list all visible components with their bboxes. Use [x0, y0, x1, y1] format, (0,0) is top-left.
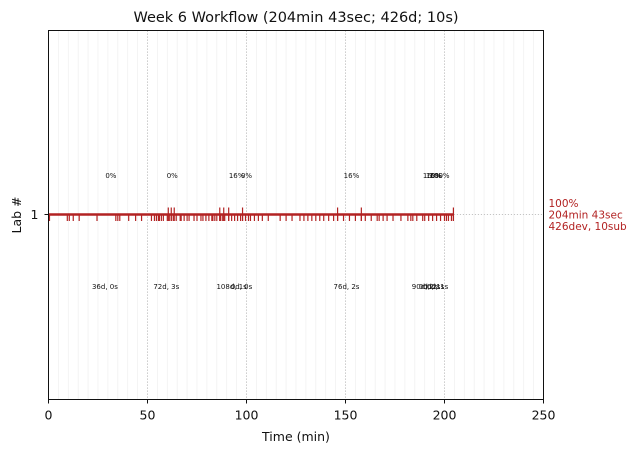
chart-title: Week 6 Workflow (204min 43sec; 426d; 10s…	[133, 10, 458, 26]
progress-label: 16%	[426, 172, 442, 180]
progress-label: 0%	[105, 172, 116, 180]
axis-layer: 0 50 100 150 200 250 1	[31, 207, 556, 423]
x-tick-label: 0	[45, 408, 53, 423]
count-label: 0d, 1s	[427, 283, 449, 291]
count-label: 72d, 3s	[153, 283, 179, 291]
progress-label: 0%	[241, 172, 252, 180]
progress-label: 100%	[430, 172, 450, 180]
count-label: 108d, 1s	[216, 283, 247, 291]
count-label: 0d, 0s	[231, 283, 253, 291]
progress-label: 0%	[167, 172, 178, 180]
x-tick-label: 200	[433, 408, 457, 423]
progress-label: 16%	[344, 172, 360, 180]
progress-label: 16%	[423, 172, 439, 180]
x-axis-label: Time (min)	[261, 429, 330, 444]
y-axis-label: Lab #	[9, 196, 24, 233]
lane-summary-label: 100%	[549, 198, 579, 210]
x-tick-label: 150	[334, 408, 358, 423]
progress-label: 16%	[229, 172, 245, 180]
progress-label: 0%	[431, 172, 442, 180]
x-tick-label: 100	[235, 408, 259, 423]
count-label: 0d, 1s	[423, 283, 445, 291]
x-tick-label: 50	[140, 408, 156, 423]
count-label: 90d, 2s	[412, 283, 438, 291]
lane-summary-label: 204min 43sec	[549, 210, 623, 222]
count-label: 36d, 0s	[92, 283, 118, 291]
count-label: 76d, 2s	[334, 283, 360, 291]
y-tick-label: 1	[31, 207, 39, 222]
count-label: 0d, 2s	[419, 283, 441, 291]
lane-summary-label: 426dev, 10sub	[549, 221, 628, 233]
annotation-layer: 0% 0% 16%0% 16% 16%16%0%100%36d, 0s 72d, 3s 10…	[92, 172, 450, 291]
x-tick-label: 250	[532, 408, 556, 423]
